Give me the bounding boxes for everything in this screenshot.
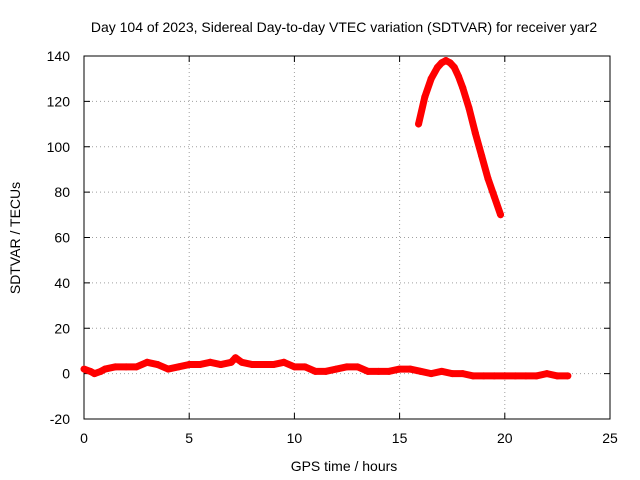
series-2-point — [497, 211, 505, 219]
series-1-point — [217, 361, 225, 369]
series-1-point — [396, 365, 404, 373]
series-2-point — [427, 75, 435, 83]
y-tick-label: 40 — [54, 275, 70, 291]
series-1-point — [101, 365, 109, 373]
series-1-point — [175, 363, 183, 371]
series-1-point — [248, 361, 256, 369]
series-2-point — [490, 193, 498, 201]
y-tick-label: 120 — [47, 93, 71, 109]
series-2-point — [415, 120, 423, 128]
series-1-point — [385, 367, 393, 375]
x-tick-label: 0 — [80, 430, 88, 446]
series-1-point — [112, 363, 120, 371]
series-1-point — [459, 370, 467, 378]
x-tick-label: 10 — [287, 430, 303, 446]
series-2-point — [433, 63, 441, 71]
series-1-point — [332, 365, 340, 373]
y-tick-label: 80 — [54, 184, 70, 200]
series-1-point — [469, 372, 477, 380]
series-1-point — [522, 372, 530, 380]
series-line-2 — [415, 57, 504, 216]
series-1-point — [322, 367, 330, 375]
series-1-point — [438, 367, 446, 375]
series — [80, 57, 572, 380]
series-1-point — [553, 372, 561, 380]
series-1-point — [301, 363, 309, 371]
series-1-point — [511, 372, 519, 380]
series-1-point — [343, 363, 351, 371]
series-1-point — [196, 361, 204, 369]
series-1-point — [417, 367, 425, 375]
x-tick-label: 20 — [497, 430, 513, 446]
series-1-point — [154, 361, 162, 369]
series-1-point — [80, 365, 88, 373]
x-tick-label: 5 — [185, 430, 193, 446]
y-axis-label: SDTVAR / TECUs — [7, 182, 23, 294]
y-tick-label: -20 — [50, 411, 70, 427]
y-tick-label: 100 — [47, 139, 71, 155]
series-1-point — [427, 370, 435, 378]
series-1-point — [143, 358, 151, 366]
series-1-point — [185, 361, 193, 369]
y-tick-label: 60 — [54, 230, 70, 246]
series-1-point — [490, 372, 498, 380]
series-1-point — [311, 367, 319, 375]
y-tick-label: 140 — [47, 48, 71, 64]
series-1-point — [354, 363, 362, 371]
series-2-point — [446, 59, 454, 67]
series-2-point — [471, 129, 479, 137]
grid — [84, 56, 610, 419]
series-1-point — [406, 365, 414, 373]
x-axis-label: GPS time / hours — [291, 458, 398, 474]
series-1-point — [259, 361, 267, 369]
y-tick-label: 0 — [62, 366, 70, 382]
series-1-point — [290, 363, 298, 371]
series-1-point — [231, 354, 239, 362]
ticks: 0 5 10 15 20 25 -20 0 20 40 60 80 100 120 140 — [47, 48, 618, 446]
series-1-point — [133, 363, 141, 371]
series-2-point — [465, 104, 473, 112]
series-1-point — [501, 372, 509, 380]
x-tick-label: 15 — [392, 430, 408, 446]
series-1-point — [164, 365, 172, 373]
y-tick-label: 20 — [54, 320, 70, 336]
series-1-point — [238, 358, 246, 366]
series-1-point — [532, 372, 540, 380]
series-2-point — [478, 152, 486, 160]
series-1-point — [448, 370, 456, 378]
series-1-point — [269, 361, 277, 369]
series-1-point — [227, 358, 235, 366]
series-2-point — [450, 63, 458, 71]
chart-title: Day 104 of 2023, Sidereal Day-to-day VTE… — [91, 19, 597, 35]
series-1-point — [122, 363, 130, 371]
series-2-point — [421, 93, 429, 101]
series-1-point — [280, 358, 288, 366]
series-1-point — [543, 370, 551, 378]
series-2-point — [455, 72, 463, 80]
series-1-point — [564, 372, 572, 380]
series-1-point — [206, 358, 214, 366]
series-1-point — [91, 370, 99, 378]
series-2-point — [484, 175, 492, 183]
series-1-point — [364, 367, 372, 375]
series-2-point — [459, 84, 467, 92]
series-1-point — [480, 372, 488, 380]
series-1-point — [375, 367, 383, 375]
x-tick-label: 25 — [602, 430, 618, 446]
